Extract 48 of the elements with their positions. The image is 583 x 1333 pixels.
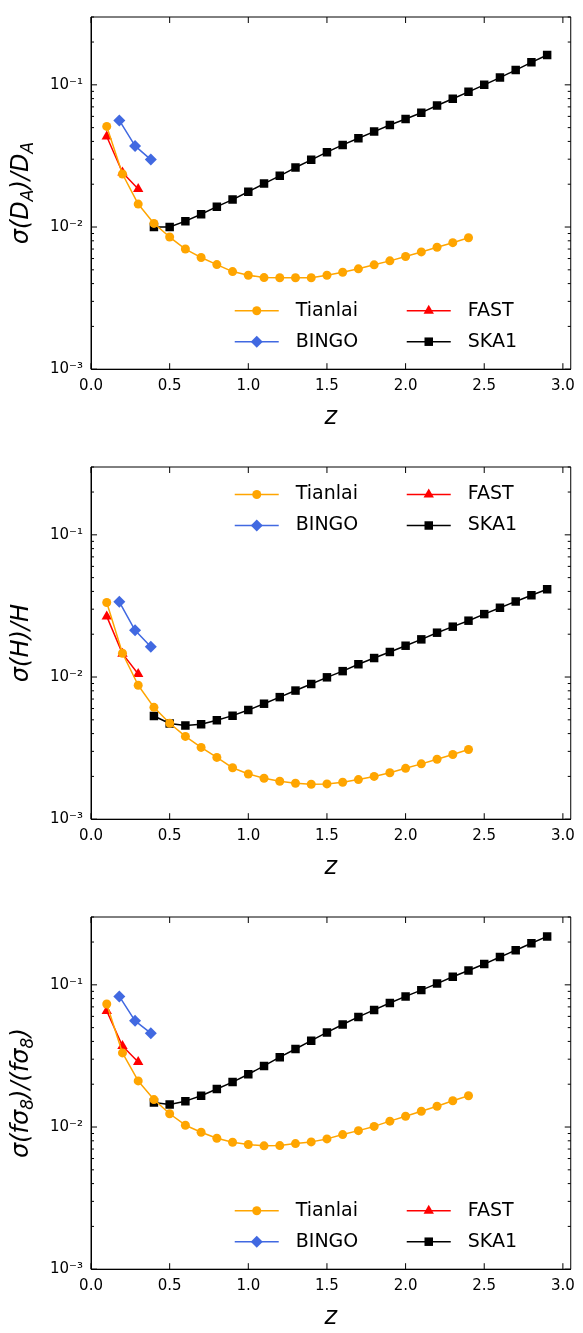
y-tick-label: 10⁻¹ [49, 524, 84, 543]
x-tick-label: 1.0 [236, 826, 261, 845]
x-tick-label: 3.0 [550, 376, 575, 395]
x-tick-label: 2.5 [472, 826, 497, 845]
x-tick-label: 3.0 [550, 826, 575, 845]
legend-label: FAST [467, 1197, 514, 1220]
x-tick-label: 2.0 [393, 1276, 418, 1295]
legend-label: SKA1 [467, 1228, 518, 1251]
y-axis-title: σ(fσ8)/(fσ8) [6, 1028, 38, 1158]
x-tick-label: 0.5 [157, 376, 182, 395]
x-tick-label: 1.0 [236, 1276, 261, 1295]
legend-label: BINGO [295, 512, 359, 535]
legend-label: Tianlai [294, 297, 358, 320]
x-axis-title: z [323, 1301, 339, 1330]
legend-label: FAST [467, 297, 514, 320]
y-tick-label: 10⁻¹ [49, 974, 84, 993]
x-tick-label: 0.0 [79, 376, 103, 395]
y-tick-label: 10⁻³ [49, 359, 84, 378]
legend-label: Tianlai [294, 1197, 358, 1220]
x-tick-label: 1.5 [315, 826, 339, 845]
x-tick-label: 0.0 [79, 1276, 103, 1295]
x-axis-title: z [323, 851, 339, 880]
y-axis-title: σ(DA)/DA [6, 141, 38, 245]
legend-label: SKA1 [467, 512, 518, 535]
y-tick-label: 10⁻² [49, 1116, 84, 1135]
x-tick-label: 1.5 [315, 376, 339, 395]
legend-label: FAST [467, 481, 514, 504]
y-tick-label: 10⁻³ [49, 809, 84, 828]
y-tick-label: 10⁻³ [49, 1259, 84, 1278]
x-tick-label: 1.5 [315, 1276, 339, 1295]
y-tick-label: 10⁻² [49, 666, 84, 685]
x-axis-title: z [323, 401, 339, 430]
y-tick-label: 10⁻¹ [49, 74, 84, 93]
legend-label: Tianlai [294, 481, 358, 504]
legend-label: SKA1 [467, 328, 518, 351]
x-tick-label: 0.5 [157, 1276, 182, 1295]
y-tick-label: 10⁻² [49, 216, 84, 235]
x-tick-label: 0.5 [157, 826, 182, 845]
x-tick-label: 2.5 [472, 376, 497, 395]
y-axis-title: σ(H)/H [6, 604, 35, 683]
x-tick-label: 2.5 [472, 1276, 497, 1295]
x-tick-label: 3.0 [550, 1276, 575, 1295]
x-tick-label: 2.0 [393, 376, 418, 395]
legend-label: BINGO [295, 1228, 359, 1251]
x-tick-label: 0.0 [79, 826, 103, 845]
x-tick-label: 1.0 [236, 376, 261, 395]
legend-label: BINGO [295, 328, 359, 351]
x-tick-label: 2.0 [393, 826, 418, 845]
